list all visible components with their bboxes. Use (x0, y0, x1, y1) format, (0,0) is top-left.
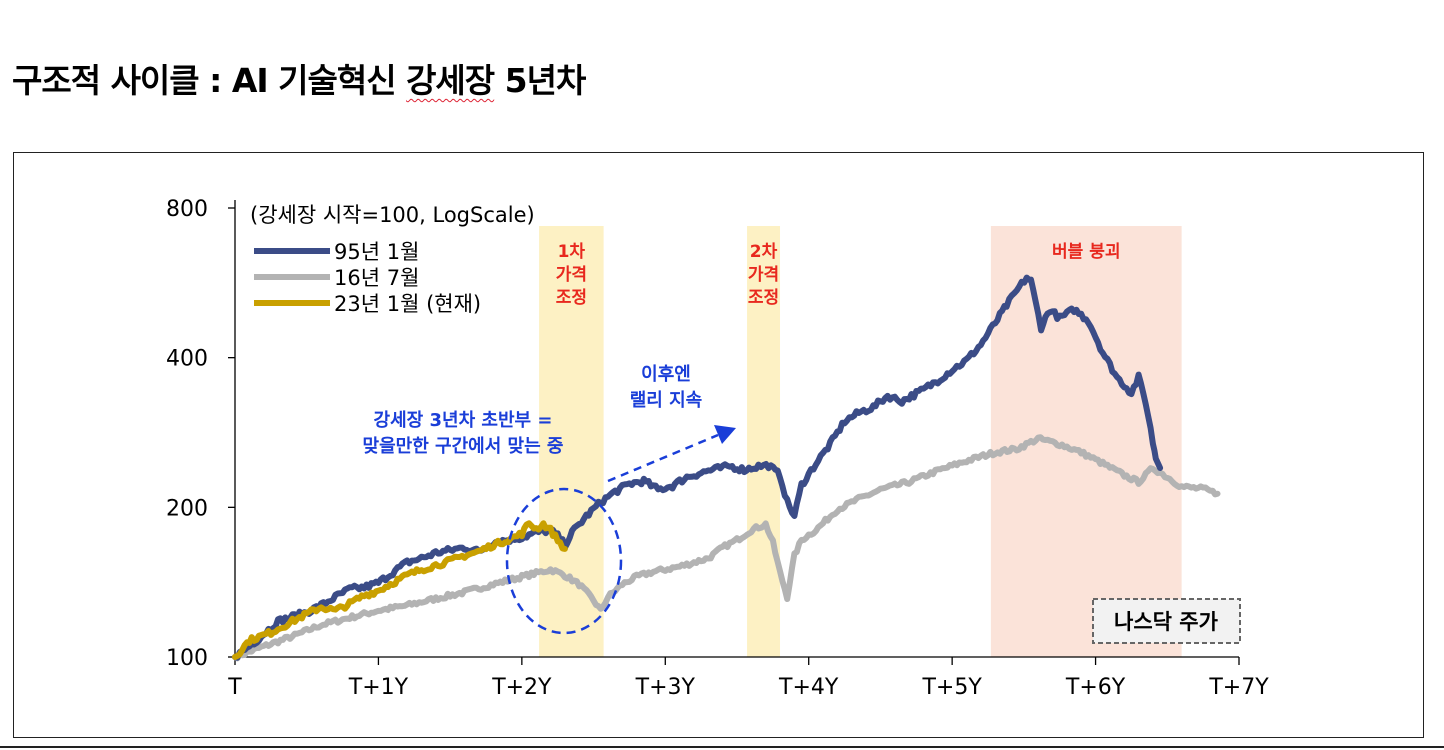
region-label-1: 1차 가격 조정 (556, 242, 587, 308)
y-tick-label: 200 (166, 496, 208, 521)
legend-label-3: 23년 1월 (현재) (334, 292, 481, 316)
source-label-box (1092, 598, 1241, 644)
y-tick-label: 800 (166, 197, 208, 222)
legend-label-2: 16년 7월 (334, 266, 419, 290)
annotation-correction: 강세장 3년차 초반부 = 맞을만한 구간에서 맞는 중 (363, 410, 564, 457)
rally-arrow-head (714, 425, 736, 444)
legend-label-1: 95년 1월 (334, 240, 419, 264)
x-tick-label: T+4Y (778, 675, 839, 700)
source-label: 나스닥 주가 (1114, 610, 1219, 634)
page-title: 구조적 사이클 : AI 기술혁신 강세장 5년차 (12, 54, 587, 102)
correction-ellipse (505, 487, 623, 635)
annotation-rally: 이후엔 랠리 지속 (630, 364, 703, 411)
x-tick-label: T+2Y (491, 675, 552, 700)
x-tick-label: T+6Y (1065, 675, 1126, 700)
shaded-regions: 1차 가격 조정 2차 가격 조정 버블 붕괴 (539, 226, 1182, 657)
region-label-2: 2차 가격 조정 (748, 242, 779, 308)
shaded-region-2 (747, 226, 781, 657)
x-tick-label: T+5Y (921, 675, 982, 700)
y-tick-label: 400 (166, 347, 208, 372)
chart-subtitle: (강세장 시작=100, LogScale) (250, 203, 535, 227)
axes: 100 200 400 800 T T+1Y T+2Y T+3Y T+4Y T+5Y T+6Y T+7… (166, 197, 1269, 700)
x-tick-label: T+3Y (635, 675, 696, 700)
shaded-region-1 (539, 226, 604, 657)
x-tick-label: T (227, 675, 242, 700)
y-tick-label: 100 (166, 646, 208, 671)
title-squiggle-word: 강세장 (406, 61, 495, 100)
x-tick-label: T+7Y (1208, 675, 1269, 700)
x-tick-label: T+1Y (348, 675, 409, 700)
title-prefix: 구조적 사이클 : AI 기술혁신 (12, 61, 407, 100)
series-line-2 (232, 434, 1221, 662)
region-label-3: 버블 붕괴 (1052, 242, 1120, 262)
title-suffix: 5년차 (494, 61, 587, 100)
chart-frame (13, 152, 1424, 738)
bottom-rule (0, 746, 1444, 748)
series-line-1 (232, 274, 1164, 661)
rally-arrow-line (607, 433, 719, 483)
